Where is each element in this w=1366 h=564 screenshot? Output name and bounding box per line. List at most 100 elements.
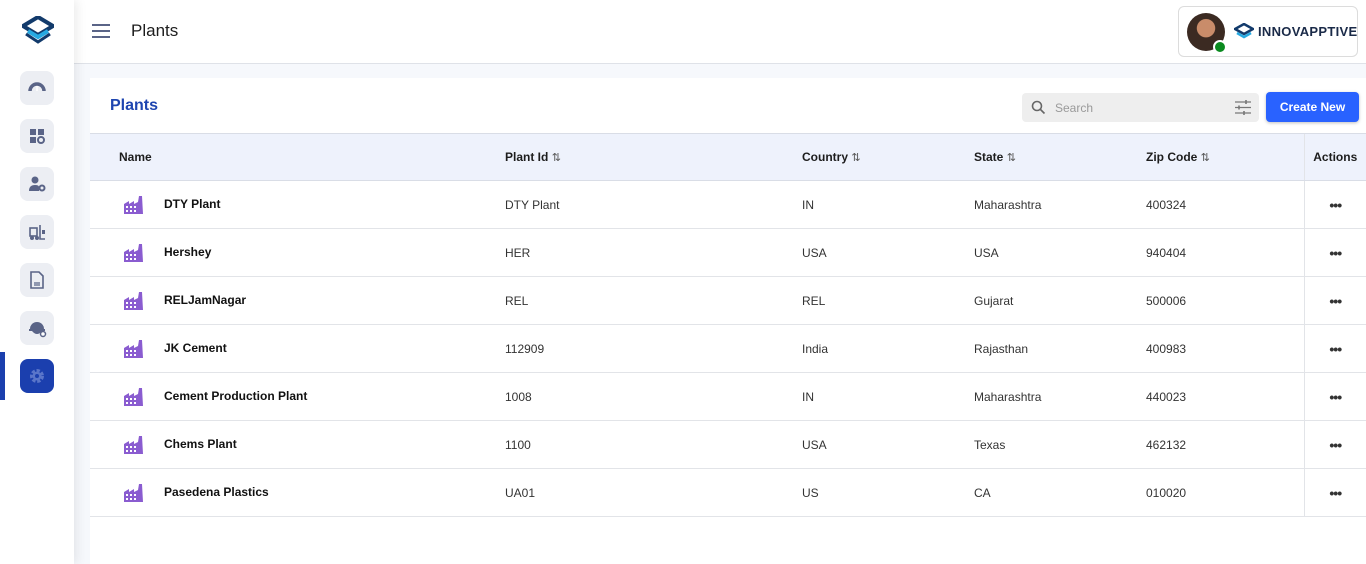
- country: India: [802, 324, 974, 373]
- table-row[interactable]: DTY Plant DTY Plant IN Maharashtra 400324 •••: [90, 180, 1366, 229]
- zip-code: 462132: [1146, 420, 1304, 469]
- more-actions-icon[interactable]: •••: [1303, 420, 1366, 469]
- document-icon: [30, 271, 44, 289]
- zip-code: 400324: [1146, 180, 1304, 229]
- plant-name[interactable]: JK Cement: [164, 340, 227, 355]
- online-status-icon: [1213, 40, 1227, 54]
- country: IN: [802, 180, 974, 229]
- factory-icon: [124, 483, 143, 502]
- gear-icon: [30, 369, 44, 383]
- country: REL: [802, 276, 974, 325]
- column-header-name: Name: [90, 133, 504, 181]
- table-row[interactable]: Chems Plant 1100 USA Texas 462132 •••: [90, 420, 1366, 469]
- zip-code: 400983: [1146, 324, 1304, 373]
- search-icon: [1031, 100, 1046, 115]
- more-actions-icon[interactable]: •••: [1303, 372, 1366, 421]
- plant-name[interactable]: RELJamNagar: [164, 292, 247, 307]
- filter-sliders-icon[interactable]: [1235, 100, 1251, 115]
- brand-name: INNOVAPPTIVE: [1258, 23, 1358, 39]
- table-row[interactable]: JK Cement 112909 India Rajasthan 400983 •••: [90, 324, 1366, 373]
- zip-code: 440023: [1146, 372, 1304, 421]
- factory-icon: [124, 339, 143, 358]
- column-header-zip-code[interactable]: Zip Code ⇅: [1146, 133, 1304, 181]
- create-new-button[interactable]: Create New: [1266, 92, 1359, 122]
- more-actions-icon[interactable]: •••: [1303, 180, 1366, 229]
- factory-icon: [124, 387, 143, 406]
- factory-icon: [124, 243, 143, 262]
- column-label: State: [974, 150, 1004, 164]
- sidebar-item-document[interactable]: [20, 263, 54, 297]
- state: USA: [974, 228, 1146, 277]
- plant-id: HER: [504, 228, 802, 277]
- plant-name[interactable]: Pasedena Plastics: [164, 484, 269, 499]
- factory-icon: [124, 195, 143, 214]
- sidebar-item-apps-settings[interactable]: [20, 119, 54, 153]
- search-placeholder: Search: [1055, 101, 1094, 115]
- plants-table: Name Plant Id ⇅ Country ⇅ State ⇅ Zip Code ⇅…: [90, 133, 1366, 517]
- state: Rajasthan: [974, 324, 1146, 373]
- table-row[interactable]: Pasedena Plastics UA01 US CA 010020 •••: [90, 468, 1366, 517]
- user-settings-icon: [29, 176, 46, 192]
- state: CA: [974, 468, 1146, 517]
- more-actions-icon[interactable]: •••: [1303, 228, 1366, 277]
- state: Texas: [974, 420, 1146, 469]
- forklift-icon: [29, 225, 45, 240]
- sidebar: [0, 0, 74, 564]
- plant-name[interactable]: DTY Plant: [164, 196, 221, 211]
- column-header-country[interactable]: Country ⇅: [802, 133, 974, 181]
- zip-code: 010020: [1146, 468, 1304, 517]
- column-header-state[interactable]: State ⇅: [974, 133, 1146, 181]
- active-indicator: [0, 352, 5, 400]
- hamburger-menu-icon[interactable]: [92, 24, 110, 42]
- table-row[interactable]: RELJamNagar REL REL Gujarat 500006 •••: [90, 276, 1366, 325]
- state: Maharashtra: [974, 180, 1146, 229]
- factory-icon: [124, 291, 143, 310]
- more-actions-icon[interactable]: •••: [1303, 324, 1366, 373]
- plant-id: DTY Plant: [504, 180, 802, 229]
- sort-icon[interactable]: ⇅: [1200, 152, 1210, 164]
- country: USA: [802, 228, 974, 277]
- plant-name[interactable]: Hershey: [164, 244, 212, 259]
- plants-card: Plants Search Create New Name Plant Id ⇅ C…: [90, 78, 1366, 564]
- plant-id: 1008: [504, 372, 802, 421]
- top-header: Plants INNOVAPPTIVE: [74, 0, 1366, 64]
- plant-id: 112909: [504, 324, 802, 373]
- sort-icon[interactable]: ⇅: [551, 152, 561, 164]
- table-row[interactable]: Cement Production Plant 1008 IN Maharashtra…: [90, 372, 1366, 421]
- country: US: [802, 468, 974, 517]
- plant-id: UA01: [504, 468, 802, 517]
- table-row[interactable]: Hershey HER USA USA 940404 •••: [90, 228, 1366, 277]
- country: IN: [802, 372, 974, 421]
- country: USA: [802, 420, 974, 469]
- card-title: Plants: [110, 97, 159, 114]
- plant-name[interactable]: Chems Plant: [164, 436, 237, 451]
- state: Maharashtra: [974, 372, 1146, 421]
- sidebar-item-user-settings[interactable]: [20, 167, 54, 201]
- more-actions-icon[interactable]: •••: [1303, 468, 1366, 517]
- apps-settings-icon: [30, 129, 45, 144]
- state: Gujarat: [974, 276, 1146, 325]
- more-actions-icon[interactable]: •••: [1303, 276, 1366, 325]
- helmet-icon: [29, 322, 47, 338]
- sidebar-item-gear[interactable]: [20, 359, 54, 393]
- sort-icon[interactable]: ⇅: [1006, 152, 1016, 164]
- plant-name[interactable]: Cement Production Plant: [164, 388, 308, 403]
- column-label: Zip Code: [1146, 150, 1198, 164]
- search-input[interactable]: Search: [1022, 93, 1259, 122]
- zip-code: 940404: [1146, 228, 1304, 277]
- column-label: Plant Id: [505, 150, 549, 164]
- column-label: Country: [802, 150, 848, 164]
- column-header-actions: Actions: [1303, 133, 1366, 181]
- profile-card[interactable]: INNOVAPPTIVE: [1178, 6, 1358, 57]
- app-logo[interactable]: [22, 16, 54, 44]
- plant-id: REL: [504, 276, 802, 325]
- sidebar-item-helmet[interactable]: [20, 311, 54, 345]
- column-label: Name: [119, 150, 152, 164]
- sidebar-item-gauge[interactable]: [20, 71, 54, 105]
- gauge-icon: [28, 82, 46, 92]
- zip-code: 500006: [1146, 276, 1304, 325]
- column-header-plant-id[interactable]: Plant Id ⇅: [504, 133, 802, 181]
- sidebar-item-forklift[interactable]: [20, 215, 54, 249]
- sort-icon[interactable]: ⇅: [851, 152, 861, 164]
- factory-icon: [124, 435, 143, 454]
